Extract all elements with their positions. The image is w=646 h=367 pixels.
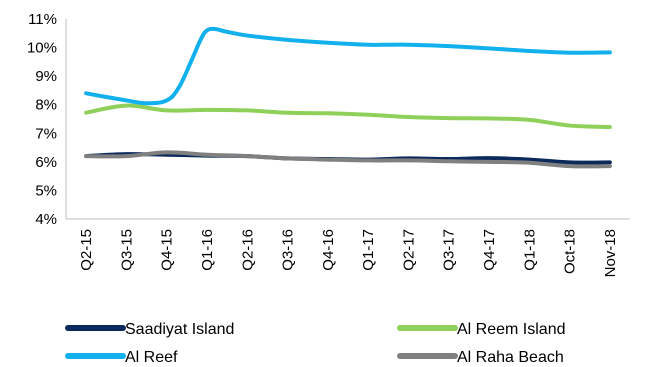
x-tick-label: Q2-17 bbox=[400, 229, 417, 271]
x-tick-label: Q2-15 bbox=[78, 229, 95, 271]
legend-label-saadiyat-island: Saadiyat Island bbox=[125, 321, 234, 338]
x-tick-label: Q1-16 bbox=[199, 229, 216, 271]
x-tick-label: Nov-18 bbox=[602, 229, 619, 277]
x-tick-label: Q2-16 bbox=[239, 229, 256, 271]
x-tick-label: Oct-18 bbox=[562, 229, 579, 274]
y-tick-label: 9% bbox=[35, 68, 57, 85]
series-line-al-raha-beach bbox=[84, 150, 612, 169]
y-tick-label: 11% bbox=[28, 11, 57, 28]
plot-lines bbox=[84, 26, 612, 169]
y-tick-label: 6% bbox=[35, 154, 57, 171]
x-tick-label: Q3-15 bbox=[118, 229, 135, 271]
y-axis: 4% 5% 6% 7% 8% 9% 10% 11% bbox=[27, 11, 67, 228]
legend-label-al-reem-island: Al Reem Island bbox=[457, 321, 566, 338]
legend: Saadiyat Island Al Reem Island Al Reef Al R… bbox=[65, 321, 566, 366]
x-tick-label: Q3-17 bbox=[441, 229, 458, 271]
y-tick-label: 10% bbox=[27, 40, 57, 57]
y-tick-label: 8% bbox=[35, 97, 57, 114]
x-tick-label: Q4-17 bbox=[481, 229, 498, 271]
x-axis: Q2-15 Q3-15 Q4-15 Q1-16 Q2-16 Q3-16 Q4-16 Q1-17… bbox=[66, 218, 630, 277]
x-tick-label: Q4-16 bbox=[320, 229, 337, 271]
series-line-al-reef bbox=[84, 26, 612, 106]
x-tick-label: Q3-16 bbox=[280, 229, 297, 271]
x-tick-label: Q4-15 bbox=[159, 229, 176, 271]
series-line-al-reem-island bbox=[84, 103, 612, 129]
y-tick-label: 7% bbox=[35, 125, 57, 142]
legend-label-al-raha-beach: Al Raha Beach bbox=[457, 349, 564, 366]
x-tick-label: Q1-18 bbox=[521, 229, 538, 271]
y-tick-label: 4% bbox=[35, 211, 57, 228]
x-tick-label: Q1-17 bbox=[360, 229, 377, 271]
y-tick-label: 5% bbox=[35, 182, 57, 199]
legend-label-al-reef: Al Reef bbox=[125, 349, 178, 366]
